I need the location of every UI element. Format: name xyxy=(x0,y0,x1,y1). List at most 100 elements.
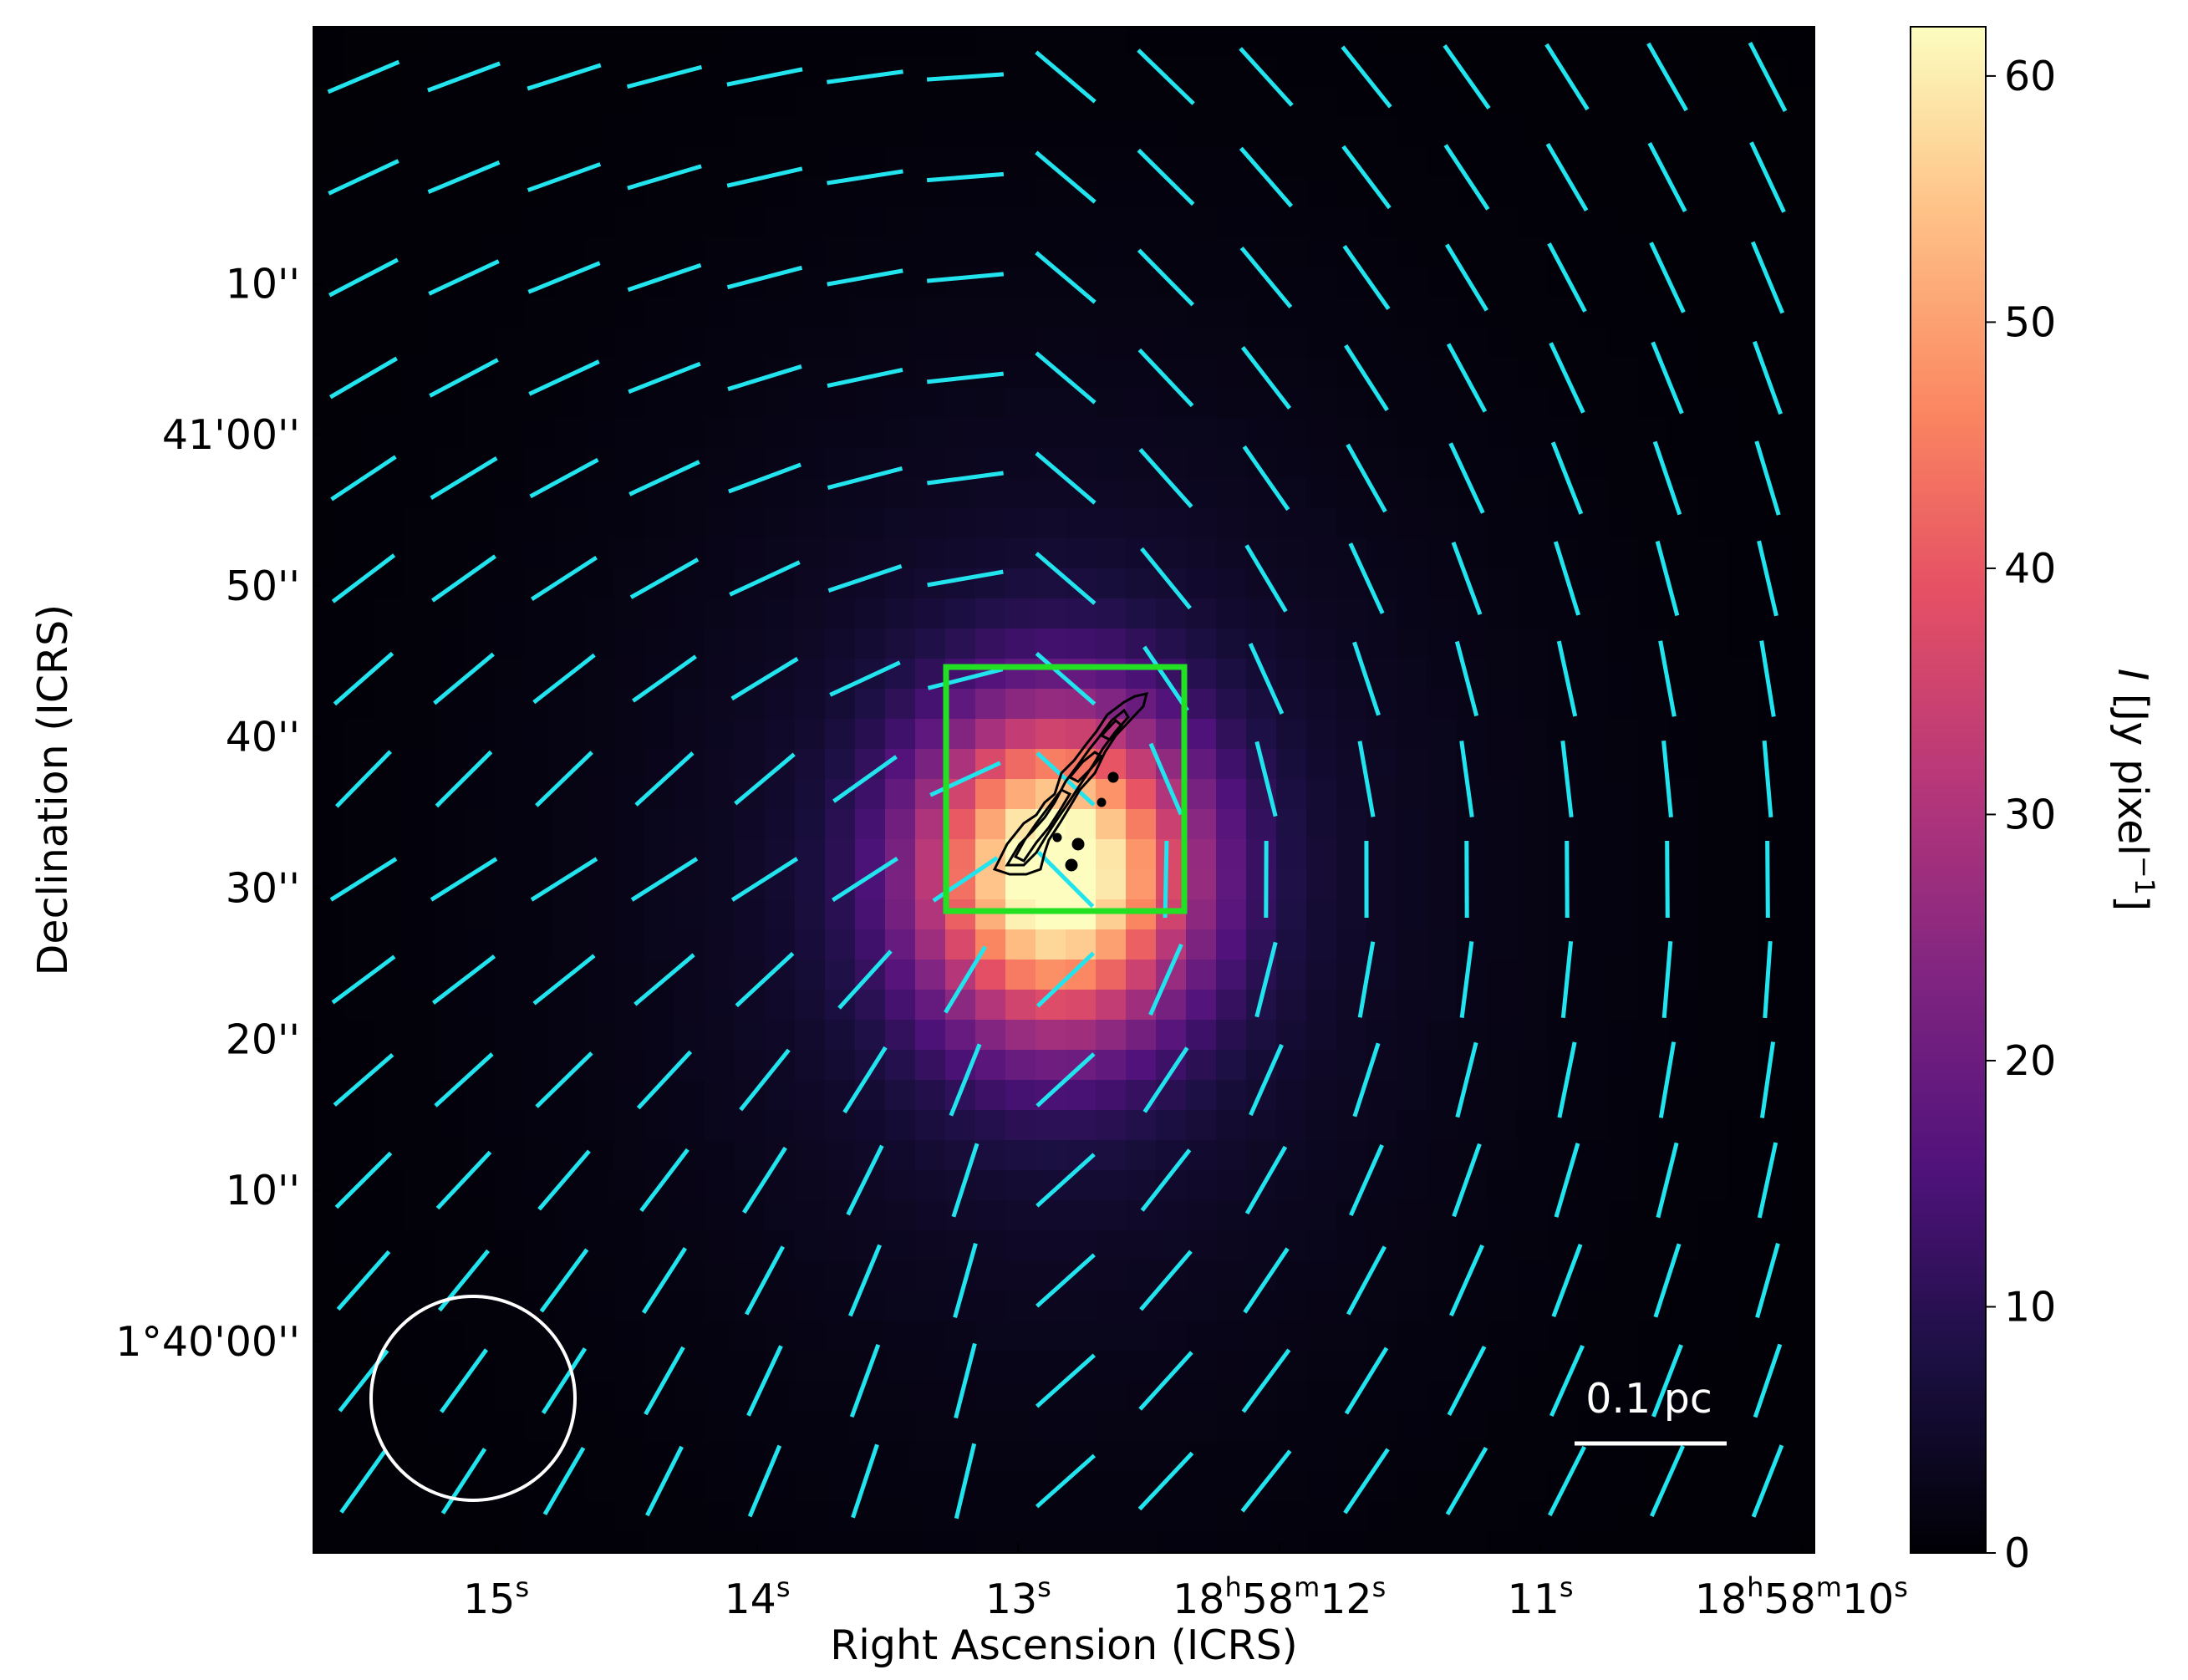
polarization-vector xyxy=(726,67,803,87)
intensity-pixel xyxy=(554,177,585,208)
intensity-pixel xyxy=(584,1110,615,1141)
intensity-pixel xyxy=(1667,659,1698,690)
polarization-vector xyxy=(1446,343,1488,413)
intensity-pixel xyxy=(1186,659,1217,690)
intensity-pixel xyxy=(614,177,645,208)
intensity-pixel xyxy=(945,538,976,569)
intensity-pixel xyxy=(1517,177,1548,208)
intensity-pixel xyxy=(795,839,826,870)
intensity-pixel xyxy=(975,1110,1006,1141)
intensity-pixel xyxy=(1487,749,1518,780)
colorbar-tick-label: 60 xyxy=(2004,53,2056,100)
intensity-pixel xyxy=(1005,598,1036,629)
intensity-pixel xyxy=(945,1020,976,1051)
intensity-pixel xyxy=(1276,1291,1307,1321)
intensity-pixel xyxy=(1276,1050,1307,1081)
intensity-pixel xyxy=(735,508,766,539)
intensity-pixel xyxy=(1005,960,1036,990)
intensity-pixel xyxy=(1126,1441,1157,1472)
polarization-vector xyxy=(531,555,598,602)
polarization-vector xyxy=(851,1443,879,1519)
intensity-pixel xyxy=(1397,659,1427,690)
intensity-pixel xyxy=(1276,929,1307,960)
intensity-pixel xyxy=(1667,1411,1698,1442)
intensity-pixel xyxy=(1186,237,1217,268)
polarization-vector xyxy=(1445,1446,1488,1516)
intensity-pixel xyxy=(945,1531,976,1553)
intensity-pixel xyxy=(1096,508,1127,539)
contour-blob-2 xyxy=(1097,797,1107,807)
intensity-pixel xyxy=(584,1260,615,1291)
intensity-pixel xyxy=(1035,1110,1066,1141)
intensity-pixel xyxy=(1397,809,1427,840)
intensity-pixel xyxy=(313,1230,344,1261)
intensity-pixel xyxy=(1637,1260,1668,1291)
polarization-vector xyxy=(535,1051,593,1108)
y-tick-label: 10'' xyxy=(226,1167,300,1214)
intensity-pixel xyxy=(1156,1200,1187,1231)
intensity-pixel xyxy=(945,358,976,389)
intensity-pixel xyxy=(1577,1291,1608,1321)
intensity-pixel xyxy=(855,1411,886,1442)
intensity-pixel xyxy=(584,1170,615,1201)
intensity-pixel xyxy=(825,1170,856,1201)
intensity-pixel xyxy=(1637,237,1668,268)
intensity-pixel xyxy=(404,659,435,690)
intensity-pixel xyxy=(765,207,796,238)
intensity-pixel xyxy=(494,990,525,1021)
intensity-pixel xyxy=(945,629,976,659)
intensity-pixel xyxy=(915,598,946,629)
intensity-pixel xyxy=(765,779,796,810)
intensity-pixel xyxy=(404,689,435,720)
intensity-pixel xyxy=(1126,929,1157,960)
intensity-pixel xyxy=(1246,1411,1277,1442)
intensity-pixel xyxy=(1517,1321,1548,1352)
intensity-pixel xyxy=(795,1441,826,1472)
intensity-pixel xyxy=(1487,1230,1518,1261)
polarization-vector xyxy=(632,654,697,703)
intensity-pixel xyxy=(1427,749,1458,780)
intensity-pixel xyxy=(945,478,976,509)
y-tick-label: 10'' xyxy=(226,260,300,308)
polarization-vector xyxy=(1138,448,1193,508)
intensity-pixel xyxy=(1126,267,1157,298)
intensity-pixel xyxy=(885,27,916,58)
intensity-pixel xyxy=(1126,1411,1157,1442)
intensity-pixel xyxy=(1126,1531,1157,1553)
intensity-pixel xyxy=(1457,1351,1488,1382)
intensity-pixel xyxy=(1577,659,1608,690)
intensity-pixel xyxy=(1156,1020,1187,1051)
polarization-vector xyxy=(1757,540,1778,617)
intensity-pixel xyxy=(855,87,886,118)
intensity-pixel xyxy=(1246,839,1277,870)
intensity-pixel xyxy=(374,779,405,810)
intensity-pixel xyxy=(313,1170,344,1201)
intensity-pixel xyxy=(945,508,976,539)
intensity-pixel xyxy=(1728,1170,1758,1201)
intensity-pixel xyxy=(1607,538,1638,569)
intensity-pixel xyxy=(464,1020,495,1051)
intensity-pixel xyxy=(313,1531,344,1553)
intensity-pixel xyxy=(554,508,585,539)
intensity-pixel xyxy=(1066,809,1097,840)
intensity-pixel xyxy=(1066,448,1097,479)
intensity-pixel xyxy=(1366,839,1397,870)
intensity-pixel xyxy=(735,1140,766,1171)
intensity-pixel xyxy=(1487,1411,1518,1442)
intensity-pixel xyxy=(1728,839,1758,870)
intensity-pixel xyxy=(1397,298,1427,328)
intensity-pixel xyxy=(1397,1200,1427,1231)
intensity-pixel xyxy=(885,388,916,419)
intensity-pixel xyxy=(1487,418,1518,449)
intensity-pixel xyxy=(1697,960,1728,990)
intensity-pixel xyxy=(945,298,976,328)
intensity-pixel xyxy=(494,659,525,690)
intensity-pixel xyxy=(735,1321,766,1352)
intensity-pixel xyxy=(1697,237,1728,268)
intensity-pixel xyxy=(1547,1501,1578,1532)
intensity-pixel xyxy=(1728,538,1758,569)
intensity-pixel xyxy=(1788,1321,1814,1352)
intensity-pixel xyxy=(1336,1110,1367,1141)
intensity-pixel xyxy=(1306,1020,1337,1051)
intensity-pixel xyxy=(374,598,405,629)
